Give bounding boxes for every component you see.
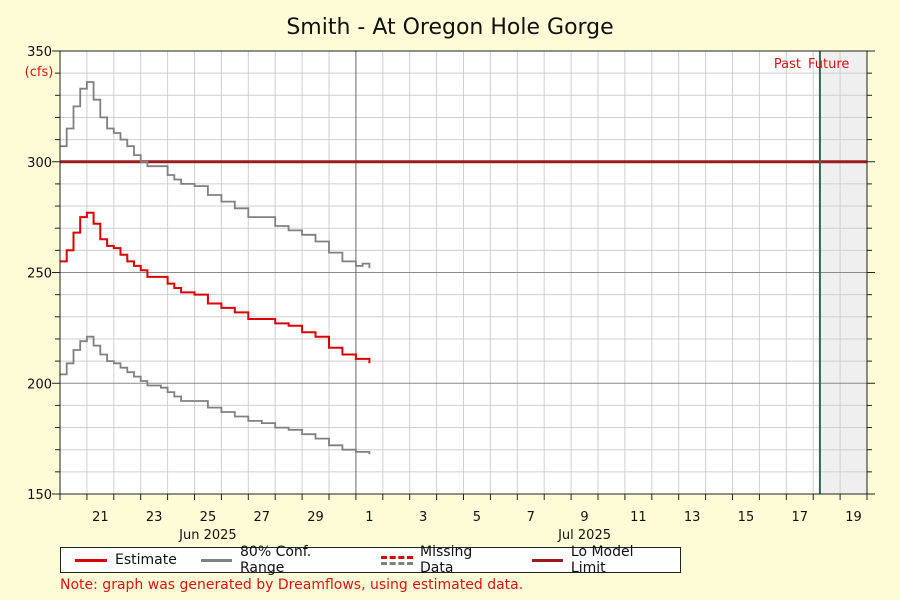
y-tick-label: 300 — [27, 156, 52, 171]
x-tick-label: 17 — [791, 510, 808, 525]
legend-missing-label: Missing Data — [420, 544, 473, 576]
series-line-estimate — [60, 211, 371, 364]
x-tick-label: 7 — [527, 510, 535, 525]
series-line-conf-upper — [60, 81, 371, 269]
legend-item-missing: Missing Data — [380, 544, 508, 576]
x-tick-label: 23 — [146, 510, 163, 525]
past-label: Past — [774, 57, 801, 72]
x-tick-label: 15 — [738, 510, 755, 525]
legend: Estimate 80% Conf. Range Missing Data Lo… — [60, 544, 681, 576]
future-label: Future — [808, 57, 849, 72]
y-tick-label: 200 — [27, 377, 52, 392]
x-tick-label: 19 — [845, 510, 862, 525]
legend-item-lo-model: Lo Model Limit — [531, 544, 670, 576]
y-tick-label: 350 — [27, 45, 52, 60]
x-month-label: Jul 2025 — [557, 528, 611, 543]
x-tick-label: 27 — [253, 510, 270, 525]
conf-range-swatch — [200, 558, 233, 562]
lo-model-swatch — [531, 558, 563, 562]
footnote: Note: graph was generated by Dreamflows,… — [60, 577, 524, 593]
legend-item-conf-range: 80% Conf. Range — [200, 544, 357, 576]
legend-lo-model-label: Lo Model Limit — [570, 544, 634, 576]
x-tick-label: 3 — [419, 510, 427, 525]
y-tick-label: 150 — [27, 488, 52, 503]
x-tick-label: 5 — [473, 510, 481, 525]
legend-estimate-label: Estimate — [115, 552, 177, 568]
legend-item-estimate: Estimate — [75, 552, 177, 568]
x-tick-label: 9 — [580, 510, 588, 525]
x-tick-label: 21 — [92, 510, 109, 525]
x-tick-label: 25 — [200, 510, 217, 525]
x-tick-label: 29 — [307, 510, 324, 525]
y-tick-label: 250 — [27, 267, 52, 282]
missing-swatch — [380, 555, 413, 565]
chart-title: Smith - At Oregon Hole Gorge — [286, 15, 613, 40]
legend-conf-label: 80% Conf. Range — [240, 544, 312, 576]
y-unit-label: (cfs) — [25, 65, 54, 80]
estimate-swatch — [75, 558, 107, 562]
x-tick-label: 1 — [365, 510, 373, 525]
x-tick-label: 11 — [630, 510, 647, 525]
x-month-label: Jun 2025 — [178, 528, 237, 543]
flow-chart: Smith - At Oregon Hole Gorge (cfs) 150 20… — [25, 15, 875, 543]
series-line-conf-lower — [60, 335, 371, 455]
x-tick-label: 13 — [684, 510, 701, 525]
